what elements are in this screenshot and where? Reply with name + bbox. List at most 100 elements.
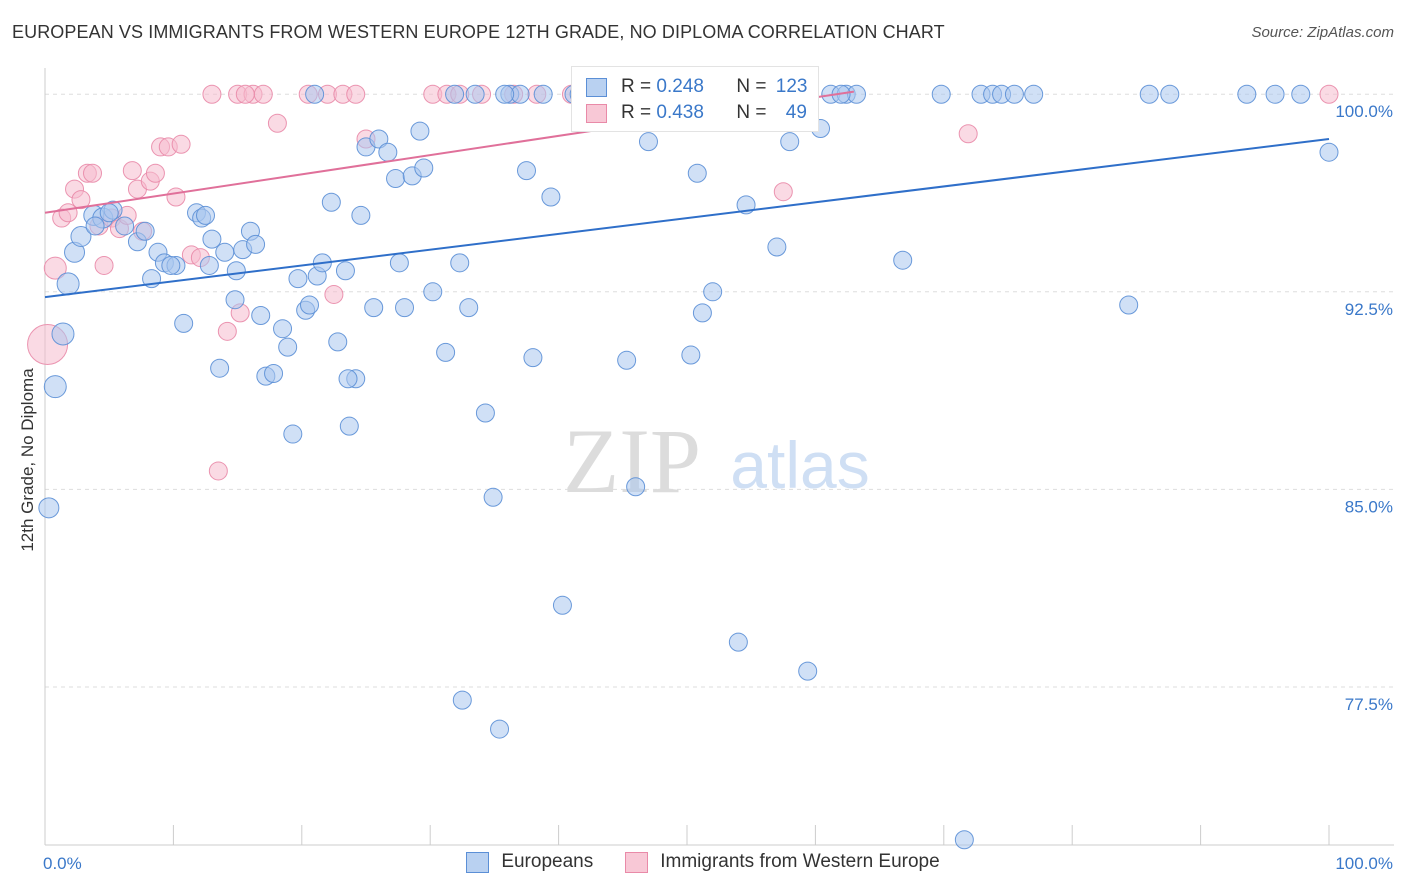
- point-europeans: [450, 253, 470, 273]
- point-europeans: [445, 84, 465, 104]
- point-immigrants: [958, 124, 978, 144]
- point-europeans: [378, 142, 398, 162]
- point-europeans: [617, 350, 637, 370]
- point-europeans: [517, 161, 536, 181]
- point-europeans: [893, 250, 913, 270]
- legend-n-value: 49: [785, 102, 807, 123]
- y-tick-label: 77.5%: [1345, 695, 1393, 714]
- point-europeans: [533, 84, 553, 104]
- point-europeans: [728, 632, 748, 652]
- y-tick-labels: 100.0% 92.5% 85.0% 77.5%: [1335, 102, 1393, 714]
- point-europeans: [465, 84, 485, 104]
- point-europeans: [483, 487, 503, 507]
- point-europeans: [523, 348, 543, 368]
- point-europeans: [703, 282, 723, 302]
- point-europeans: [338, 369, 358, 389]
- source-label: Source: ZipAtlas.com: [1251, 24, 1394, 41]
- point-europeans: [38, 497, 60, 519]
- point-europeans: [161, 255, 181, 275]
- point-europeans: [389, 253, 409, 273]
- point-europeans: [85, 216, 105, 236]
- point-europeans: [626, 477, 646, 497]
- point-europeans: [414, 158, 434, 178]
- point-europeans: [339, 416, 359, 436]
- point-europeans: [364, 298, 384, 318]
- point-europeans: [278, 337, 298, 357]
- point-europeans: [264, 363, 284, 383]
- x-tick-label: 0.0%: [43, 854, 82, 873]
- legend-n-value: 123: [775, 76, 808, 97]
- point-europeans: [767, 237, 787, 257]
- legend-r-label: R =: [621, 102, 657, 123]
- point-europeans: [225, 290, 245, 310]
- point-immigrants: [83, 163, 103, 183]
- series-legend: Europeans Immigrants from Western Europe: [0, 851, 1406, 873]
- point-europeans: [541, 187, 561, 207]
- x-tick-label: 100.0%: [1335, 854, 1393, 873]
- point-europeans: [196, 205, 215, 225]
- legend-swatch-blue: [586, 77, 607, 97]
- point-europeans: [452, 690, 472, 710]
- point-europeans: [351, 205, 371, 225]
- point-europeans: [199, 255, 219, 275]
- point-europeans: [335, 261, 355, 281]
- chart-title: EUROPEAN VS IMMIGRANTS FROM WESTERN EURO…: [12, 22, 945, 42]
- point-europeans: [410, 121, 430, 141]
- legend-label-europeans: Europeans: [501, 851, 594, 872]
- point-immigrants: [253, 84, 273, 104]
- point-europeans: [1291, 84, 1311, 104]
- x-tick-labels: 0.0% 100.0%: [43, 854, 1393, 873]
- legend-swatch-pink: [625, 851, 649, 873]
- point-europeans: [210, 358, 230, 378]
- legend-item-europeans: Europeans: [466, 851, 593, 873]
- legend-r-label: R =: [621, 76, 657, 97]
- legend-label-immigrants: Immigrants from Western Europe: [660, 851, 940, 872]
- point-immigrants: [71, 190, 91, 210]
- point-europeans: [931, 84, 951, 104]
- point-europeans: [798, 661, 818, 681]
- point-immigrants: [324, 284, 344, 304]
- point-europeans: [1119, 295, 1139, 315]
- point-europeans: [1265, 84, 1285, 104]
- watermark-zip: ZIP: [563, 410, 701, 512]
- point-europeans: [288, 269, 308, 289]
- point-europeans: [215, 242, 235, 262]
- point-immigrants: [235, 84, 255, 104]
- point-europeans: [459, 298, 479, 318]
- point-immigrants: [217, 321, 237, 341]
- point-europeans: [423, 282, 443, 302]
- point-europeans: [305, 84, 325, 104]
- point-europeans: [56, 272, 80, 296]
- legend-n-label: N =: [736, 102, 772, 123]
- point-immigrants: [166, 187, 186, 207]
- point-europeans: [70, 225, 92, 247]
- point-immigrants: [208, 461, 228, 481]
- legend-item-immigrants: Immigrants from Western Europe: [625, 851, 940, 873]
- point-europeans: [1024, 84, 1044, 104]
- legend-row-europeans: R = 0.248 N = 123: [586, 75, 807, 99]
- point-immigrants: [202, 84, 222, 104]
- legend-row-immigrants: R = 0.438 N = 49: [586, 101, 807, 125]
- point-europeans: [954, 830, 974, 850]
- point-immigrants: [773, 182, 793, 202]
- axes: [44, 68, 1394, 846]
- legend-n-label: N =: [736, 76, 772, 97]
- point-europeans: [115, 216, 135, 236]
- point-europeans: [135, 221, 155, 241]
- y-tick-label: 85.0%: [1345, 497, 1393, 516]
- point-europeans: [1004, 84, 1024, 104]
- point-europeans: [436, 342, 456, 362]
- point-europeans: [43, 375, 67, 399]
- point-europeans: [552, 595, 572, 615]
- point-immigrants: [122, 161, 142, 181]
- point-europeans: [202, 229, 222, 249]
- point-immigrants: [171, 134, 191, 154]
- correlation-legend: R = 0.248 N = 123 R = 0.438 N = 49: [571, 66, 819, 132]
- point-europeans: [283, 424, 303, 444]
- point-europeans: [1139, 84, 1159, 104]
- point-europeans: [386, 169, 406, 189]
- point-europeans: [300, 295, 320, 315]
- watermark-atlas: atlas: [730, 428, 869, 502]
- point-immigrants: [267, 113, 287, 133]
